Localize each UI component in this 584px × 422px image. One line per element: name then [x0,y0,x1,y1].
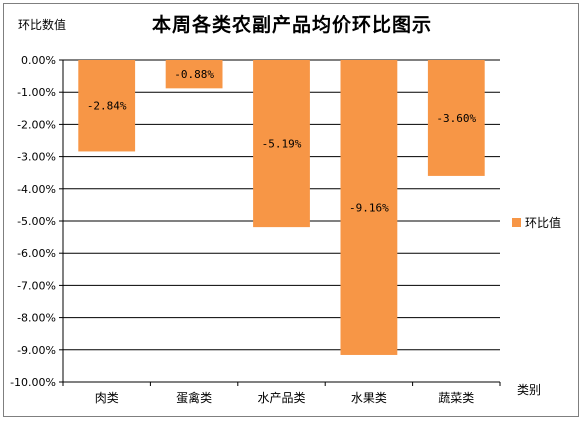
y-tick-label: -2.00% [17,118,56,131]
y-tick-label: -1.00% [17,86,56,99]
y-tick-label: -10.00% [10,376,56,389]
data-label: -3.60% [436,112,476,125]
legend-label: 环比值 [525,216,562,230]
x-tick-label: 蛋禽类 [176,390,212,405]
bar [78,60,136,152]
y-tick-label: -6.00% [17,247,56,260]
y-tick-label: -5.00% [17,215,56,228]
y-tick-label: -7.00% [17,279,56,292]
x-tick-label: 肉类 [95,391,119,405]
bar [253,60,310,228]
data-label: -9.16% [349,201,389,214]
y-tick-label: -8.00% [17,312,56,325]
x-axis-label: 类别 [517,383,542,397]
y-tick-label: 0.00% [21,54,56,67]
legend: 环比值 [512,214,561,231]
data-label: -2.84% [87,100,127,113]
bar [427,60,485,176]
data-label: -0.88% [174,68,214,81]
y-tick-label: -9.00% [17,344,56,357]
y-axis-label: 环比数值 [18,18,67,32]
x-tick-label: 水产品类 [257,391,305,405]
y-tick-label: -4.00% [17,183,56,196]
bar [165,60,223,89]
data-label: -5.19% [262,138,302,151]
x-tick-label: 蔬菜类 [438,391,474,405]
legend-swatch [512,218,521,227]
y-tick-label: -3.00% [17,151,56,164]
chart-title: 本周各类农副产品均价环比图示 [151,14,432,36]
x-tick-label: 水果类 [351,391,387,405]
bar [340,60,398,355]
